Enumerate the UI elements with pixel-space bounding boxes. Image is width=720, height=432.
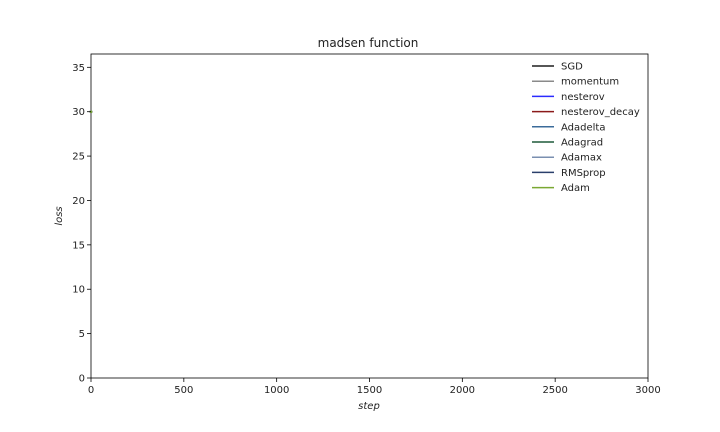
x-tick-label: 1000 xyxy=(264,385,289,396)
x-tick-label: 2500 xyxy=(542,385,567,396)
y-axis-label: loss xyxy=(54,206,65,225)
legend-label: RMSprop xyxy=(561,168,606,179)
y-tick-label: 35 xyxy=(72,63,85,74)
legend-label: Adadelta xyxy=(561,122,605,133)
y-tick-label: 5 xyxy=(79,329,85,340)
legend-label: Adam xyxy=(561,183,590,194)
x-axis: 0 500 1000 1500 2000 2500 3000 xyxy=(88,378,661,396)
series-layer xyxy=(89,110,93,113)
x-tick-label: 0 xyxy=(88,385,94,396)
x-tick-label: 2000 xyxy=(450,385,475,396)
legend: SGD momentum nesterov nesterov_decay Adadelt… xyxy=(532,62,640,194)
y-tick-label: 25 xyxy=(72,152,85,163)
x-axis-label: step xyxy=(358,401,380,412)
y-tick-label: 30 xyxy=(72,107,85,118)
legend-label: nesterov_decay xyxy=(561,107,640,118)
x-tick-label: 500 xyxy=(174,385,193,396)
legend-label: SGD xyxy=(561,62,583,73)
y-axis: 0 5 10 15 20 25 30 35 xyxy=(72,63,91,385)
legend-label: nesterov xyxy=(561,92,605,103)
legend-label: momentum xyxy=(561,77,619,88)
y-tick-label: 10 xyxy=(72,285,85,296)
legend-label: Adagrad xyxy=(561,138,603,149)
legend-label: Adamax xyxy=(561,153,602,164)
x-tick-label: 1500 xyxy=(357,385,382,396)
y-tick-label: 20 xyxy=(72,196,85,207)
chart-title: madsen function xyxy=(318,36,419,50)
y-tick-label: 15 xyxy=(72,240,85,251)
y-tick-label: 0 xyxy=(79,374,85,385)
x-tick-label: 3000 xyxy=(635,385,660,396)
